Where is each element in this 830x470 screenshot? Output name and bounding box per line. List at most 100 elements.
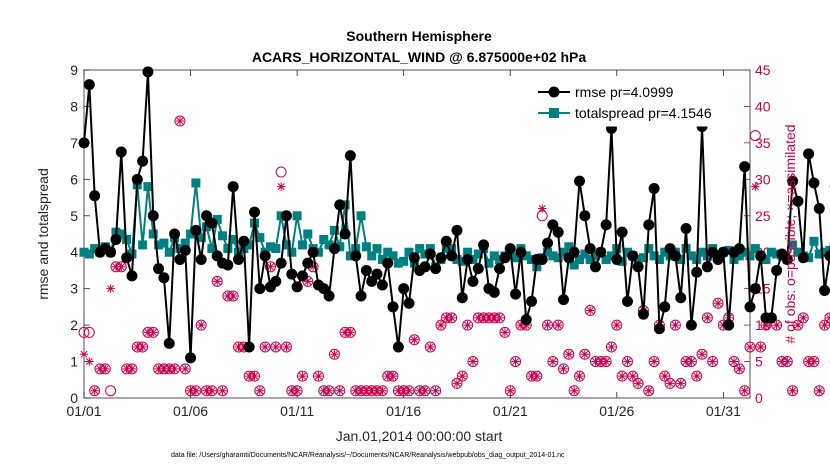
rmse-marker xyxy=(643,219,655,231)
rmse-marker xyxy=(344,150,356,162)
obs-assimilated-marker xyxy=(458,371,467,381)
rmse-marker xyxy=(339,228,351,240)
obs-assimilated-marker xyxy=(463,320,472,330)
rmse-marker xyxy=(451,224,463,236)
totalspread-marker xyxy=(393,258,403,268)
obs-assimilated-marker xyxy=(340,328,350,337)
rmse-marker xyxy=(717,246,729,258)
obs-possible-marker xyxy=(813,385,825,397)
obs-assimilated-marker xyxy=(324,386,334,395)
rmse-marker xyxy=(499,252,511,264)
obs-assimilated-marker xyxy=(308,262,318,271)
rmse-marker xyxy=(280,210,292,222)
obs-assimilated-marker xyxy=(516,320,526,330)
obs-assimilated-marker xyxy=(703,313,712,323)
rmse-marker xyxy=(723,319,735,331)
obs-assimilated-marker xyxy=(255,386,265,395)
rmse-marker xyxy=(360,264,372,276)
obs-possible-marker xyxy=(797,312,809,324)
rmse-marker xyxy=(403,297,415,309)
rmse-marker xyxy=(147,210,159,222)
obs-assimilated-marker xyxy=(751,182,760,191)
obs-possible-marker xyxy=(558,363,570,375)
obs-assimilated-marker xyxy=(452,379,462,388)
obs-assimilated-marker xyxy=(474,313,483,323)
totalspread-marker xyxy=(255,233,265,243)
y-axis-label: rmse and totalspread xyxy=(35,168,51,300)
y-axis-right-label: # of obs: o=possible; ×=assimilated xyxy=(782,124,798,343)
rmse-marker xyxy=(669,250,681,262)
rmse-marker xyxy=(744,301,756,313)
obs-possible-marker xyxy=(648,356,660,368)
obs-possible-marker xyxy=(195,319,207,331)
obs-assimilated-marker xyxy=(143,328,153,337)
obs-possible-marker xyxy=(217,385,229,397)
rmse-marker xyxy=(739,161,751,173)
totalspread-marker xyxy=(724,245,734,255)
totalspread-marker xyxy=(196,233,206,243)
obs-assimilated-marker xyxy=(591,357,600,366)
rmse-marker xyxy=(781,254,793,266)
totalspread-marker xyxy=(521,251,531,261)
obs-assimilated-marker xyxy=(601,357,611,366)
rmse-marker xyxy=(371,268,383,280)
obs-possible-marker xyxy=(259,341,271,353)
rmse-marker xyxy=(174,254,186,266)
obs-possible-marker xyxy=(632,377,644,389)
totalspread-marker xyxy=(154,240,164,250)
totalspread-marker xyxy=(324,240,334,250)
rmse-marker xyxy=(296,270,308,282)
obs-assimilated-marker xyxy=(788,386,797,395)
rmse-marker xyxy=(137,155,149,167)
obs-assimilated-marker xyxy=(149,328,158,337)
rmse-marker xyxy=(286,268,298,280)
obs-possible-marker xyxy=(280,341,292,353)
obs-possible-marker xyxy=(739,385,751,397)
rmse-marker xyxy=(472,263,484,275)
totalspread-marker xyxy=(548,251,558,261)
chart-title: Southern Hemisphere xyxy=(346,28,492,44)
rmse-marker xyxy=(121,252,133,264)
rmse-marker xyxy=(621,295,633,307)
totalspread-marker xyxy=(399,256,409,266)
rmse-marker xyxy=(195,254,207,266)
rmse-marker xyxy=(584,243,596,255)
obs-assimilated-marker xyxy=(266,262,275,271)
obs-assimilated-marker xyxy=(351,386,360,395)
obs-assimilated-marker xyxy=(133,342,142,352)
obs-assimilated-marker xyxy=(628,371,637,381)
totalspread-marker xyxy=(569,260,579,270)
rmse-marker xyxy=(510,288,522,300)
obs-possible-marker xyxy=(579,348,591,360)
totalspread-marker xyxy=(585,255,595,265)
legend-rmse-marker xyxy=(548,86,560,98)
rmse-marker xyxy=(248,206,260,218)
obs-assimilated-marker xyxy=(633,379,643,388)
totalspread-marker xyxy=(745,251,755,261)
y-tick-label: 4 xyxy=(70,244,78,260)
obs-assimilated-marker xyxy=(538,204,547,213)
rmse-marker xyxy=(749,283,761,295)
obs-assimilated-marker xyxy=(181,364,190,374)
totalspread-marker xyxy=(404,247,414,257)
x-tick-label: 01/11 xyxy=(280,403,314,419)
totalspread-marker xyxy=(473,249,483,259)
rmse-marker xyxy=(653,323,665,335)
rmse-marker xyxy=(89,190,101,202)
totalspread-marker xyxy=(697,247,707,257)
y-tick-label: 8 xyxy=(70,98,78,114)
obs-assimilated-marker xyxy=(559,364,568,374)
rmse-marker xyxy=(494,263,506,275)
totalspread-marker xyxy=(84,249,94,259)
obs-possible-marker xyxy=(105,385,117,397)
obs-assimilated-marker xyxy=(426,342,435,352)
totalspread-marker xyxy=(543,247,553,257)
y-tick-label: 7 xyxy=(70,135,78,151)
obs-assimilated-marker xyxy=(569,386,579,395)
rmse-marker xyxy=(163,337,175,349)
obs-assimilated-marker xyxy=(644,386,653,395)
obs-assimilated-marker xyxy=(783,357,792,366)
totalspread-marker xyxy=(622,247,632,257)
y-tick-label: 3 xyxy=(70,281,78,297)
totalspread-marker xyxy=(191,178,201,188)
